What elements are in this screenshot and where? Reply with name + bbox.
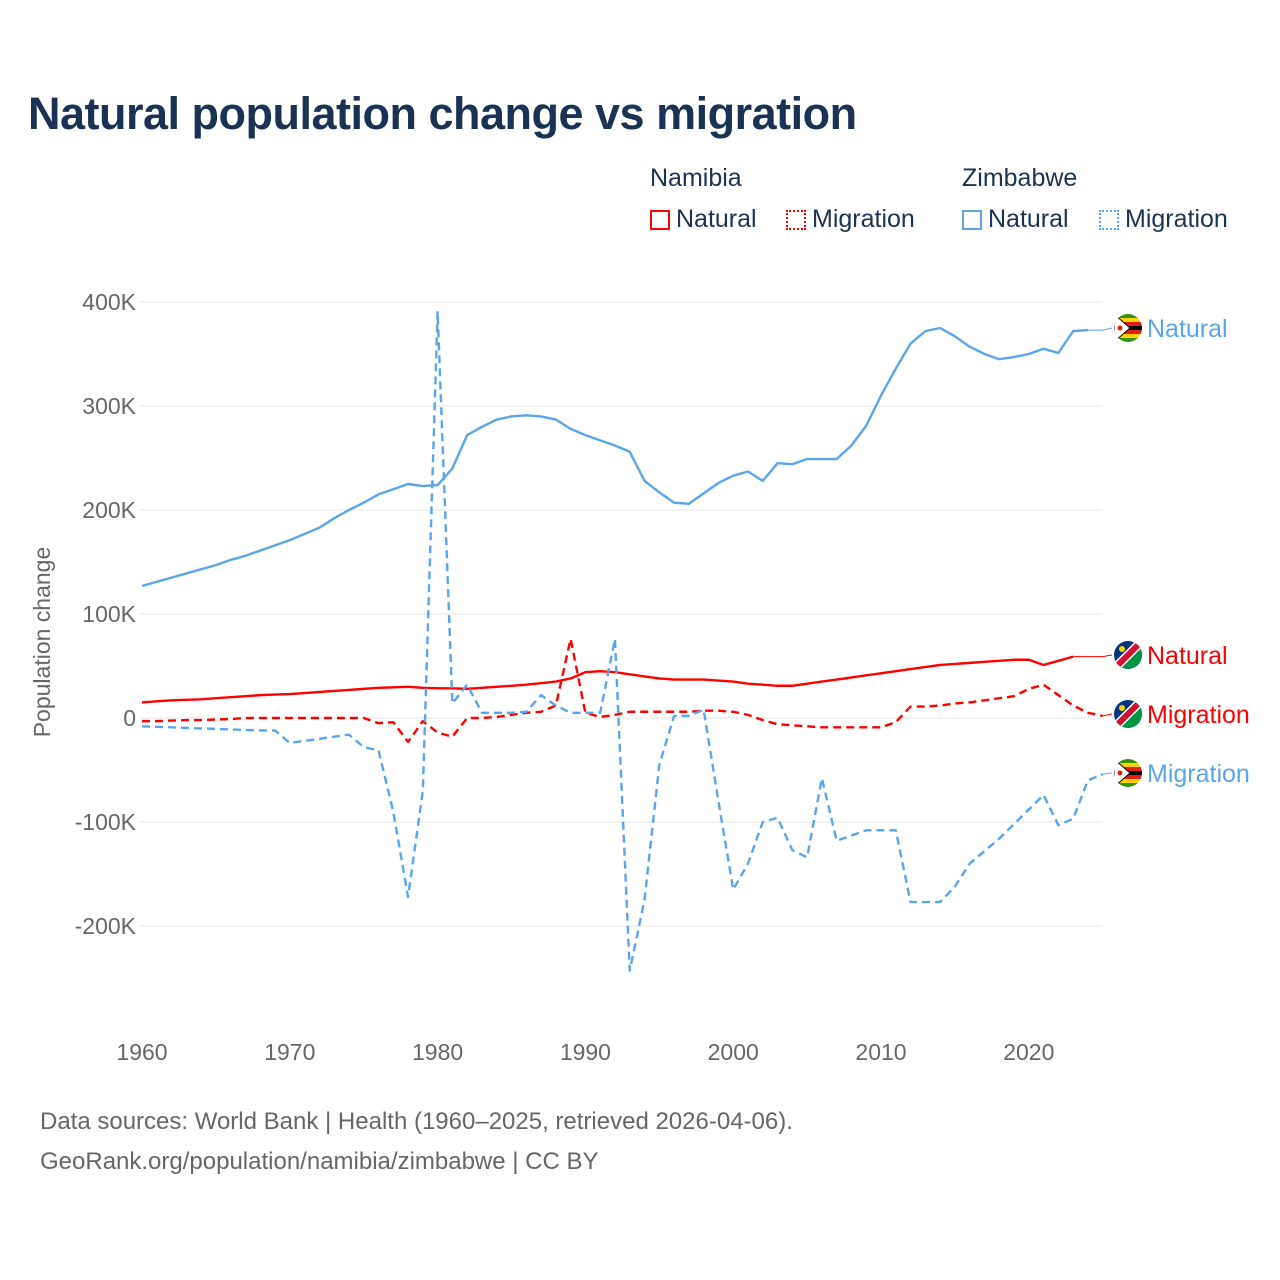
- x-tick-label: 2010: [855, 1039, 906, 1065]
- series-line-zimbabwe-migration[interactable]: [141, 310, 1104, 972]
- chart-title: Natural population change vs migration: [28, 88, 857, 139]
- y-tick-label: -200K: [75, 913, 137, 939]
- legend-zimbabwe-natural[interactable]: Natural: [962, 205, 1069, 234]
- label-connector: [1087, 327, 1113, 331]
- x-tick-label: 2000: [708, 1039, 759, 1065]
- legend-namibia-migration[interactable]: Migration: [786, 205, 915, 234]
- y-axis-label: Population change: [29, 547, 55, 738]
- legend-label: Migration: [812, 205, 915, 233]
- label-connector: [1102, 713, 1113, 717]
- x-tick-label: 1970: [264, 1039, 315, 1065]
- y-tick-label: 300K: [82, 393, 136, 419]
- legend-group-zimbabwe: Zimbabwe: [962, 164, 1078, 192]
- zimbabwe-flag-icon: [1114, 314, 1142, 342]
- legend-swatch-solid: [650, 209, 670, 230]
- x-tick-label: 2020: [1003, 1039, 1054, 1065]
- legend-swatch-dotted: [786, 209, 806, 230]
- series-line-namibia-natural[interactable]: [141, 655, 1074, 704]
- legend-namibia-natural[interactable]: Natural: [650, 205, 757, 234]
- y-tick-label: 0: [123, 705, 136, 731]
- y-tick-label: -100K: [75, 809, 137, 835]
- legend-label: Natural: [676, 205, 757, 233]
- series-end-label: Migration: [1147, 760, 1250, 788]
- label-connector: [1073, 654, 1113, 658]
- source-url[interactable]: GeoRank.org/population/namibia/zimbabwe …: [40, 1148, 599, 1175]
- legend-swatch-solid: [962, 209, 982, 230]
- legend-swatch-dotted: [1099, 209, 1119, 230]
- series-line-namibia-migration[interactable]: [142, 637, 1103, 744]
- x-tick-label: 1960: [116, 1039, 167, 1065]
- series-end-label: Natural: [1147, 315, 1228, 343]
- zimbabwe-flag-icon: [1114, 759, 1142, 787]
- legend-group-namibia: Namibia: [650, 164, 742, 192]
- x-tick-label: 1990: [560, 1039, 611, 1065]
- namibia-flag-icon: [1114, 700, 1142, 728]
- legend-label: Migration: [1125, 205, 1228, 233]
- series-end-label: Natural: [1147, 642, 1228, 670]
- series-line-zimbabwe-natural[interactable]: [141, 326, 1089, 588]
- y-tick-label: 200K: [82, 497, 136, 523]
- y-tick-label: 400K: [82, 289, 136, 315]
- series-end-label: Migration: [1147, 701, 1250, 729]
- y-tick-label: 100K: [82, 601, 136, 627]
- source-note: Data sources: World Bank | Health (1960–…: [40, 1108, 793, 1135]
- legend-zimbabwe-migration[interactable]: Migration: [1099, 205, 1228, 234]
- x-tick-label: 1980: [412, 1039, 463, 1065]
- namibia-flag-icon: [1114, 641, 1142, 669]
- legend-label: Natural: [988, 205, 1069, 233]
- label-connector: [1102, 772, 1113, 775]
